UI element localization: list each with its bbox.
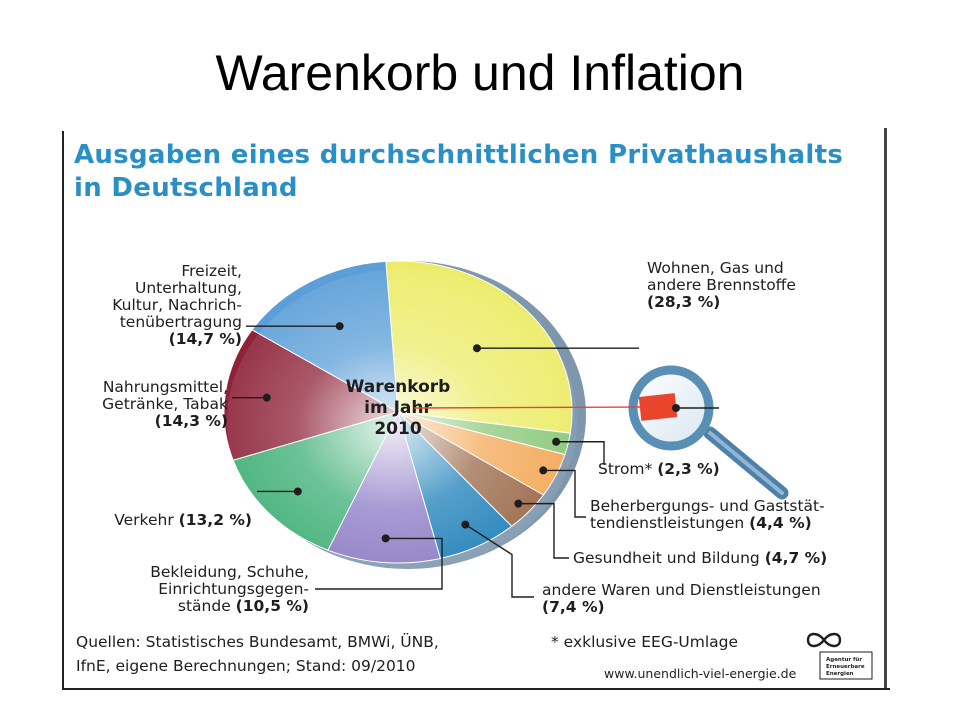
slice-labels: Wohnen, Gas und andere Brennstoffe (28,3 %…	[102, 259, 827, 616]
center-label-line1: Warenkorb	[346, 377, 451, 397]
leader-dot-beherbergung	[539, 466, 548, 475]
sources-line1: Quellen: Statistisches Bundesamt, BMWi, …	[76, 632, 439, 651]
leader-line-bekleidung	[315, 537, 443, 590]
agency-logo: Agentur für Erneuerbare Energien	[806, 632, 873, 680]
label-andere-waren: andere Waren und Dienstleistungen (7,4 %)	[542, 581, 821, 616]
leader-line-gesundheit	[518, 502, 569, 559]
logo-text-line2: Erneuerbare	[826, 664, 865, 670]
label-bekleidung: Bekleidung, Schuhe, Einrichtungsgegen-stä…	[150, 563, 309, 615]
label-wohnen: Wohnen, Gas und andere Brennstoffe (28,3 %…	[647, 259, 796, 311]
leader-dot-strom	[552, 437, 561, 446]
infographic: Ausgaben eines durchschnittlichen Privat…	[62, 131, 890, 690]
leader-line-andere-waren	[464, 523, 534, 598]
slide-title: Warenkorb und Inflation	[215, 45, 745, 101]
infographic-title-line2: in Deutschland	[74, 173, 298, 203]
label-beherbergung: Beherbergungs- und Gaststät-tendienstlei…	[590, 497, 825, 532]
infographic-title: Ausgaben eines durchschnittlichen Privat…	[74, 139, 884, 205]
pie-chart: Warenkorb im Jahr 2010 Wohnen, Gas und an…	[76, 259, 873, 681]
logo-text-line3: Energien	[826, 671, 854, 677]
label-gesundheit: Gesundheit und Bildung (4,7 %)	[573, 549, 827, 567]
center-label-line3: 2010	[374, 419, 421, 439]
leader-line-beherbergung	[543, 469, 586, 518]
sources-line2: IfnE, eigene Berechnungen; Stand: 09/201…	[76, 657, 416, 675]
magnifier-icon	[413, 365, 789, 500]
center-label-line2: im Jahr	[364, 398, 432, 418]
leader-dot-gesundheit	[514, 499, 523, 508]
label-strom: Strom* (2,3 %)	[598, 460, 720, 478]
leader-line-strom	[556, 441, 605, 465]
footnote: * exklusive EEG-Umlage	[551, 633, 738, 651]
label-verkehr: Verkehr (13,2 %)	[114, 511, 252, 529]
leader-dot-nahrungsmittel	[262, 393, 271, 402]
label-freizeit: Freizeit, Unterhaltung, Kultur, Nachrich-t…	[112, 262, 242, 348]
source-url: www.unendlich-viel-energie.de	[604, 666, 797, 681]
infographic-title-line1: Ausgaben eines durchschnittlichen Privat…	[74, 140, 844, 170]
frame-edge	[884, 128, 887, 688]
label-nahrungsmittel: Nahrungsmittel, Getränke, Tabak (14,3 %)	[102, 378, 228, 430]
leader-lines	[232, 322, 639, 598]
logo-text-line1: Agentur für	[826, 657, 862, 663]
